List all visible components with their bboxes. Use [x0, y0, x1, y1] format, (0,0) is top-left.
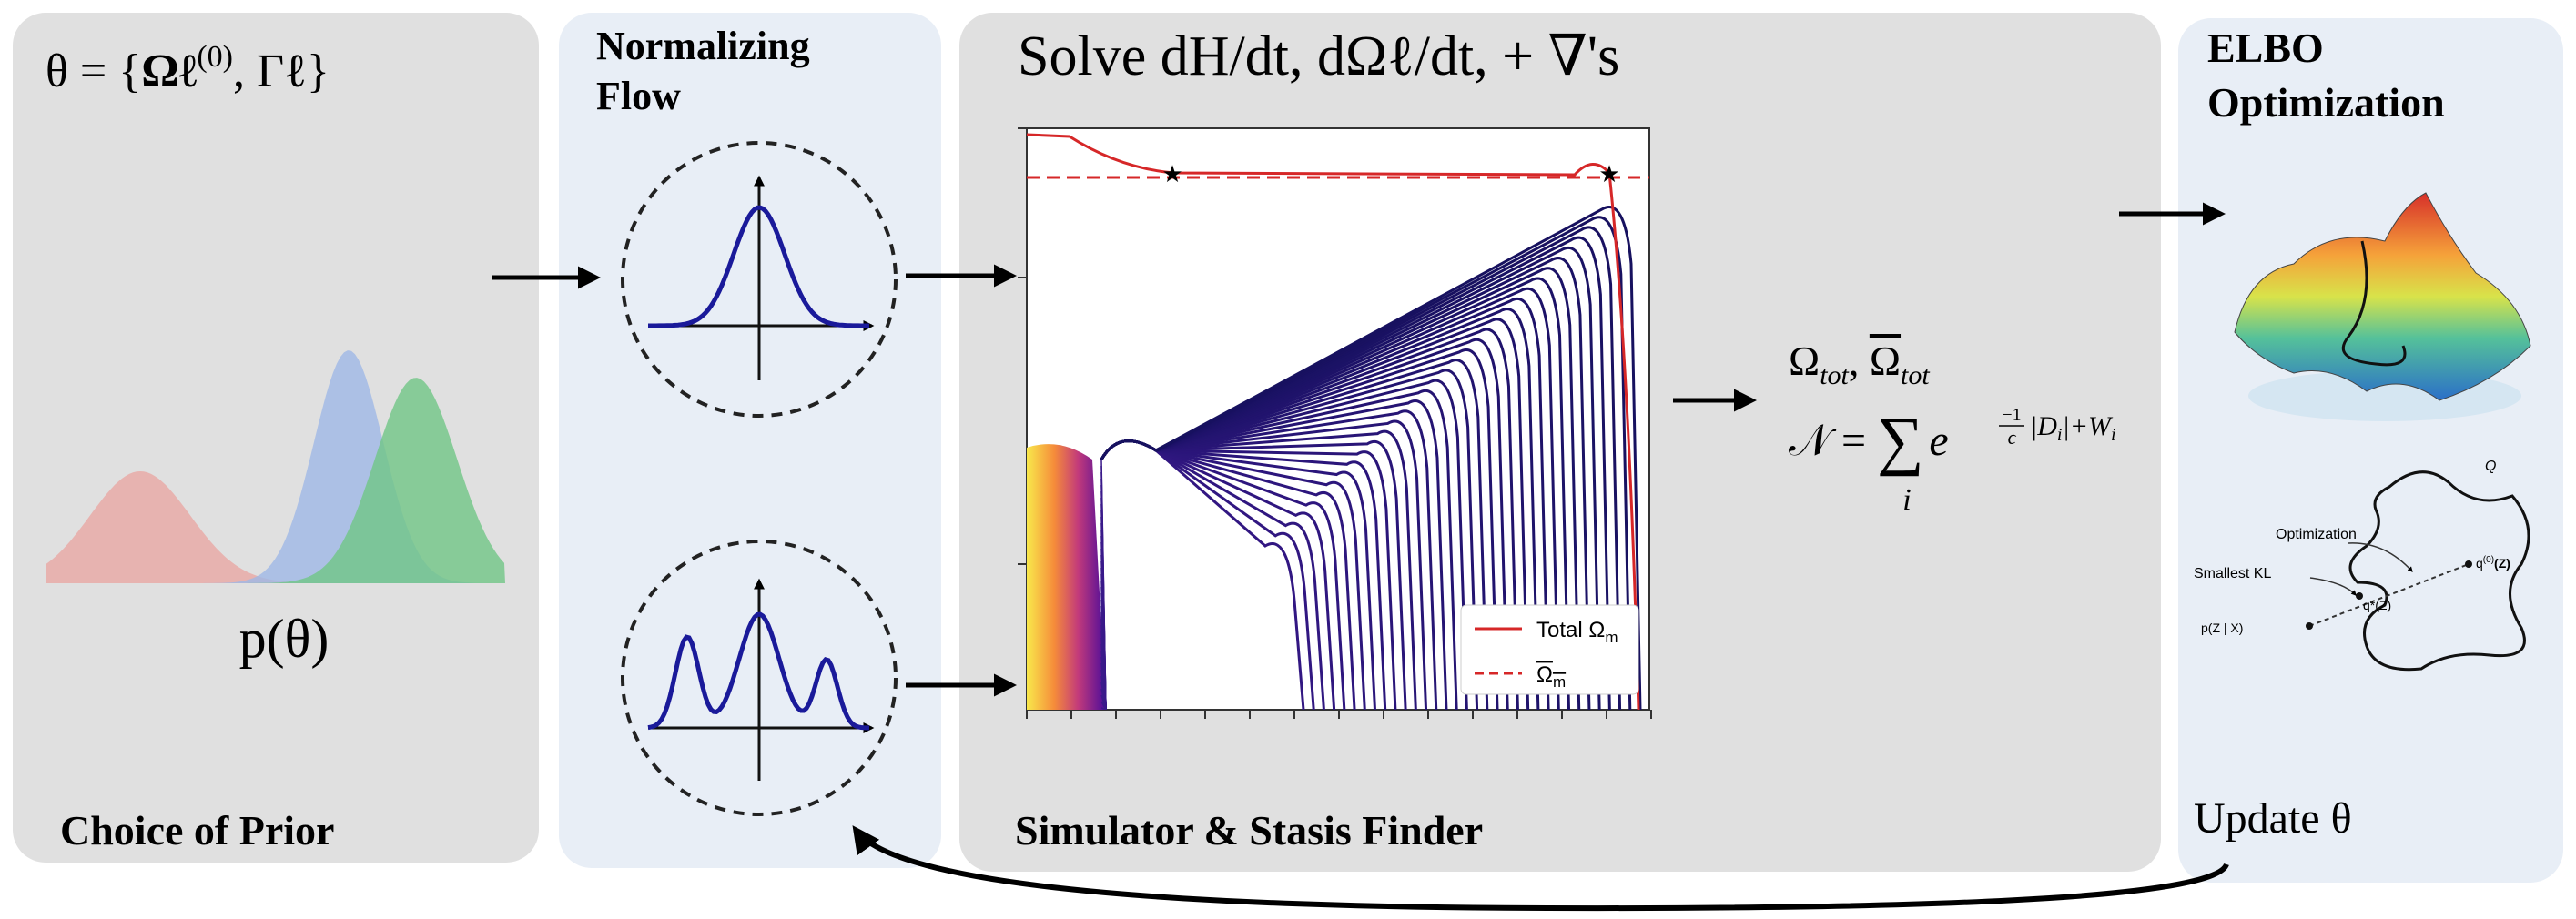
plot-curves — [1100, 206, 1642, 710]
update-label: Update θ — [2194, 794, 2352, 843]
separator: , — [1849, 338, 1870, 384]
legend-label: Ωm — [1536, 662, 1566, 691]
diagram-label: q*(Z) — [2363, 598, 2391, 612]
diagram-label: Optimization — [2276, 527, 2357, 542]
plot-curve — [1100, 707, 1107, 710]
star: ★ — [1598, 161, 1619, 187]
elbo-title: ELBO — [2207, 25, 2324, 71]
exp-part: |D — [2030, 411, 2057, 441]
symbol: Ω — [1870, 338, 1901, 384]
optimization-path — [2341, 240, 2407, 367]
annotation-arrow — [2348, 542, 2413, 572]
plot-curve — [1100, 206, 1642, 710]
formula-sup: (0) — [197, 40, 233, 74]
point — [2306, 622, 2313, 630]
simulator-title: Solve dH/dt, dΩℓ/dt, + ∇'s — [1018, 25, 1619, 87]
formula-part: , Γℓ} — [233, 45, 330, 97]
flow-circle — [621, 141, 898, 418]
prior-distributions — [46, 350, 505, 583]
point — [2356, 592, 2363, 600]
annotation-arrow — [2309, 577, 2357, 596]
total-line — [1027, 133, 1640, 710]
plot-fill — [1027, 444, 1106, 710]
legend-sub: m — [1553, 673, 1566, 691]
lhs: 𝒩 = — [1789, 417, 1877, 465]
panel-prior — [13, 13, 539, 863]
flow-title: Flow — [596, 74, 681, 118]
q0-arg: (Z) — [2494, 556, 2510, 571]
prior-curve — [46, 378, 505, 583]
sum: ∑ — [1877, 404, 1923, 477]
panel-flow — [559, 13, 941, 868]
diagram-label: Smallest KL — [2194, 566, 2271, 581]
legend-text: Ω — [1536, 662, 1553, 687]
flow-curve — [647, 611, 870, 731]
plot-curve — [1100, 701, 1107, 710]
star: ★ — [1161, 161, 1182, 187]
legend-text: Total Ω — [1536, 618, 1605, 642]
subscript: tot — [1901, 360, 1930, 390]
q0: q — [2476, 556, 2483, 571]
sum-index: i — [1902, 483, 1911, 517]
flow-circle — [621, 540, 898, 816]
prior-formula: θ = {Ωℓ(0), Γℓ} — [46, 40, 330, 97]
flow-curve — [648, 205, 869, 328]
symbol: Ω — [1789, 338, 1820, 384]
exp-sub: i — [2057, 425, 2063, 445]
legend-label: Total Ωm — [1536, 618, 1618, 646]
output-line1: Ωtot, Ωtot — [1789, 338, 1930, 390]
exp-sub: i — [2111, 425, 2116, 445]
base: e — [1929, 417, 1948, 465]
q0-sup: (0) — [2483, 555, 2494, 565]
formula-part: Ωℓ — [141, 45, 197, 97]
elbo-title: Optimization — [2207, 79, 2445, 126]
frac-den: ϵ — [2008, 426, 2017, 449]
flow-title: Normalizing — [596, 24, 810, 68]
legend-sub: m — [1605, 629, 1618, 646]
diagram-label: p(Z | X) — [2201, 621, 2243, 635]
kl-line — [2308, 563, 2470, 627]
frac-num: −1 — [2002, 405, 2021, 425]
point — [2465, 560, 2472, 568]
panel-elbo — [2178, 18, 2563, 883]
formula-part: θ = { — [46, 45, 141, 97]
feedback-arrow — [852, 825, 2229, 912]
exp-part: |+W — [2062, 411, 2113, 441]
plot-ticks — [1018, 127, 1652, 719]
caption: Choice of Prior — [60, 807, 334, 853]
family-region — [2348, 470, 2530, 672]
output-line2: 𝒩 = ∑ e — [1789, 404, 1949, 477]
diagram-label: q(0)(Z) — [2476, 555, 2510, 571]
loss-surface — [2234, 192, 2531, 401]
exponent: |Di|+Wi — [2030, 411, 2116, 445]
subscript: tot — [1820, 360, 1849, 390]
q-label: Q — [2485, 459, 2496, 474]
distribution-label: p(θ) — [239, 609, 330, 669]
plot — [1027, 133, 1649, 710]
caption: Simulator & Stasis Finder — [1015, 807, 1483, 853]
prior-curve — [46, 471, 505, 583]
